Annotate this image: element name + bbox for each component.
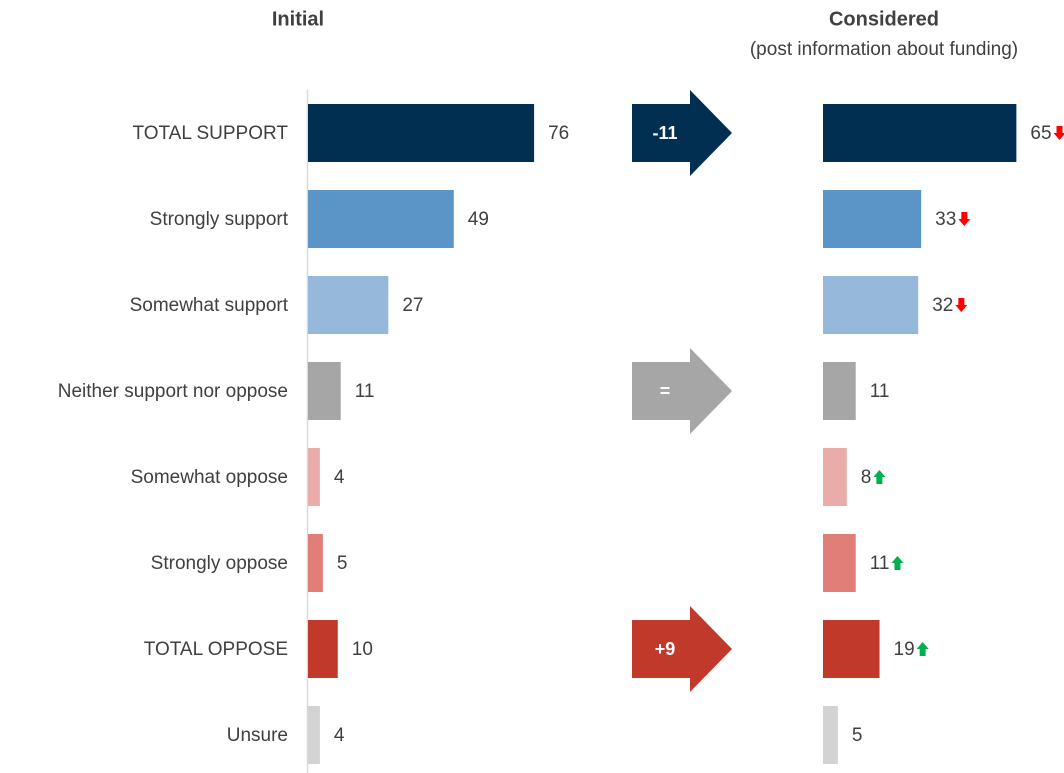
trend-icon (873, 470, 886, 484)
bar (308, 448, 320, 506)
change-label: -11 (652, 123, 677, 143)
panel-subtitle: (post information about funding) (750, 39, 1018, 60)
bar (823, 104, 1017, 162)
change-label: +9 (655, 639, 676, 659)
value-label: 5 (337, 553, 348, 574)
value-label: 27 (402, 295, 423, 316)
value-label: 11 (355, 381, 375, 402)
panel-title: Initial (272, 8, 324, 30)
change-arrow (632, 348, 732, 434)
trend-icon (958, 212, 971, 226)
category-label: TOTAL OPPOSE (144, 639, 288, 660)
trend-icon (1053, 126, 1064, 140)
panel-title: Considered (829, 8, 939, 30)
bar (308, 190, 454, 248)
bar (308, 534, 323, 592)
category-label: Unsure (227, 725, 288, 746)
value-label: 19 (894, 639, 915, 660)
value-label: 8 (861, 467, 872, 488)
category-label: Strongly oppose (151, 553, 288, 574)
category-label: TOTAL SUPPORT (132, 123, 288, 144)
value-label: 11 (870, 381, 890, 402)
change-arrow (632, 606, 732, 692)
bar (823, 620, 880, 678)
bar (308, 706, 320, 764)
value-label: 32 (932, 295, 953, 316)
trend-icon (891, 556, 904, 570)
value-label: 33 (935, 209, 956, 230)
bar (308, 276, 389, 334)
bar (308, 362, 341, 420)
value-label: 76 (548, 123, 569, 144)
value-label: 11 (870, 553, 890, 574)
value-label: 65 (1030, 123, 1051, 144)
change-label: = (660, 381, 671, 401)
change-arrow (632, 90, 732, 176)
category-label: Neither support nor oppose (58, 381, 288, 402)
value-label: 4 (334, 467, 345, 488)
bar (823, 706, 838, 764)
value-label: 5 (852, 725, 863, 746)
category-label: Somewhat support (130, 295, 289, 316)
value-label: 4 (334, 725, 345, 746)
category-label: Somewhat oppose (131, 467, 288, 488)
bar (823, 190, 922, 248)
trend-icon (955, 298, 968, 312)
bar (823, 534, 856, 592)
bar (823, 448, 847, 506)
trend-icon (916, 642, 929, 656)
value-label: 10 (352, 639, 373, 660)
category-label: Strongly support (150, 209, 289, 230)
value-label: 49 (468, 209, 489, 230)
bar (823, 276, 919, 334)
bar (308, 104, 535, 162)
bar (308, 620, 338, 678)
bar (823, 362, 856, 420)
